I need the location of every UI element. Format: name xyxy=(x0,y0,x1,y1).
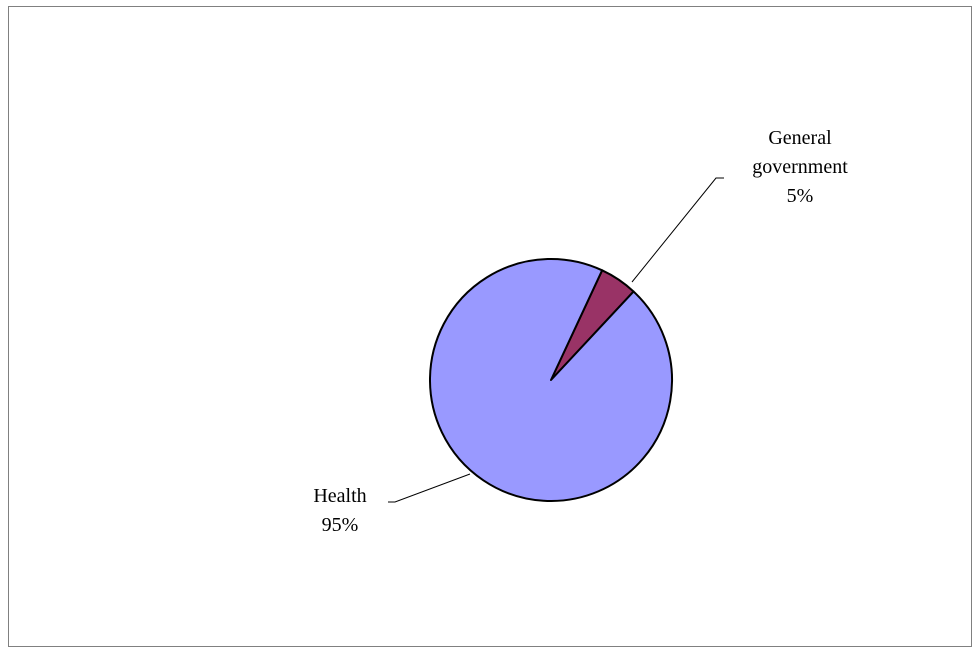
slice-label-general-government: General government 5% xyxy=(752,127,848,207)
slice-label-health: Health 95% xyxy=(313,485,366,536)
leader-line-health xyxy=(388,473,471,503)
slice-labels: General government 5% Health 95% xyxy=(313,127,848,536)
slice-percent-label: 95% xyxy=(322,514,359,536)
leader-line-general-government xyxy=(631,177,724,283)
slice-percent-label: 5% xyxy=(787,185,814,207)
pie-slices xyxy=(429,258,673,502)
leader-lines xyxy=(388,177,724,503)
slice-category-label: government xyxy=(752,156,848,178)
pie-slice-health xyxy=(429,258,673,502)
slice-category-label: Health xyxy=(313,485,366,507)
slice-category-label: General xyxy=(768,127,832,149)
